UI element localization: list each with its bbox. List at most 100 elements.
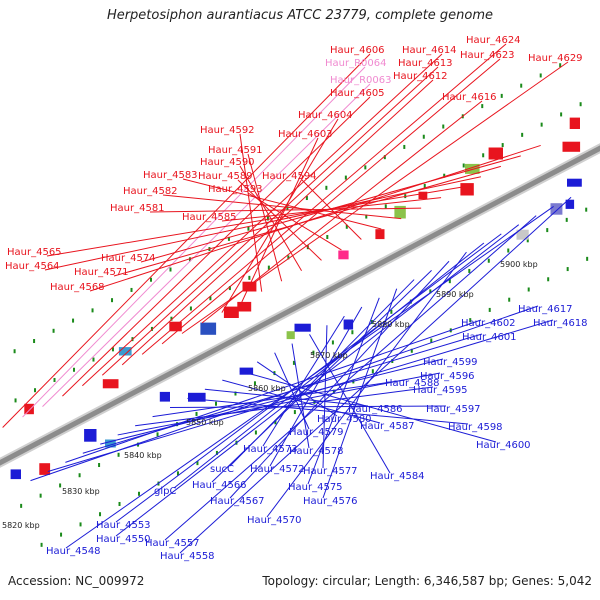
leader-line xyxy=(65,319,482,463)
gene-label: Haur_4585 xyxy=(182,212,237,223)
gene-label: Haur_4576 xyxy=(303,496,358,507)
gene-label: Haur_4571 xyxy=(74,267,129,278)
gene-label: Haur_4605 xyxy=(330,88,385,99)
tick-mark xyxy=(468,268,471,273)
leader-line xyxy=(179,196,572,554)
tick-mark xyxy=(579,102,582,107)
leader-line xyxy=(140,155,521,263)
reverse-gene-block xyxy=(188,392,206,402)
leader-line xyxy=(247,192,342,251)
tick-mark xyxy=(365,214,368,219)
reverse-gene-block xyxy=(516,229,529,240)
tick-mark xyxy=(559,63,562,68)
genome-summary: Topology: circular; Length: 6,346,587 bp… xyxy=(262,574,592,588)
gene-label: Haur_4553 xyxy=(96,520,151,531)
reverse-gene-block xyxy=(239,367,254,375)
tick-mark xyxy=(92,357,95,362)
tick-mark xyxy=(429,289,432,294)
tick-mark xyxy=(149,277,152,282)
leader-line xyxy=(266,251,467,518)
tick-mark xyxy=(130,287,133,292)
tick-mark xyxy=(345,224,348,229)
kbp-tick-label: 5830 kbp xyxy=(62,487,100,496)
tick-mark xyxy=(234,391,237,396)
tick-mark xyxy=(39,493,42,498)
gene-label: Haur_4557 xyxy=(145,538,200,549)
forward-leader-lines: Haur_4606 Haur_R0064 Haur_R0063 Haur_4605 Ha… xyxy=(2,35,583,428)
gene-label: Haur_4558 xyxy=(160,551,215,562)
tick-mark xyxy=(364,165,367,170)
gene-label: Haur_4617 xyxy=(518,304,573,315)
gene-label: Haur_4613 xyxy=(398,58,453,69)
gene-label: Haur_4595 xyxy=(413,385,468,396)
leader-line xyxy=(256,361,338,417)
tick-mark xyxy=(462,163,465,168)
kbp-tick-label: 5880 kbp xyxy=(372,320,410,329)
leader-line xyxy=(211,270,432,483)
forward-gene-block xyxy=(338,250,349,260)
gene-label: Haur_4600 xyxy=(476,440,531,451)
tick-mark xyxy=(266,216,269,221)
tick-mark xyxy=(118,501,121,506)
gene-label: Haur_4564 xyxy=(5,261,60,272)
tick-mark xyxy=(331,340,334,345)
tick-mark xyxy=(59,483,62,488)
tick-mark xyxy=(547,277,550,282)
tick-mark xyxy=(326,234,329,239)
tick-mark xyxy=(423,183,426,188)
tick-mark xyxy=(500,93,503,98)
gene-label: Haur_4565 xyxy=(7,247,62,258)
gene-label: Haur_4591 xyxy=(208,145,263,156)
tick-mark xyxy=(565,217,568,222)
gene-label: Haur_4603 xyxy=(278,129,333,140)
leader-line xyxy=(239,370,497,443)
tick-mark xyxy=(170,316,173,321)
tick-mark xyxy=(526,238,529,243)
leader-line xyxy=(239,133,263,292)
gene-label: Haur_4623 xyxy=(460,50,515,61)
gene-label: Haur_4624 xyxy=(466,35,521,46)
gene-label: Haur_4566 xyxy=(192,480,247,491)
leader-line xyxy=(161,58,501,345)
leader-line xyxy=(269,306,363,467)
tick-mark xyxy=(390,309,393,314)
forward-gene-block xyxy=(375,229,385,240)
gene-label: Haur_4612 xyxy=(393,71,448,82)
tick-mark xyxy=(78,473,81,478)
tick-mark xyxy=(384,204,387,209)
gene-label: Haur_4583 xyxy=(143,170,198,181)
reverse-gene-block xyxy=(567,178,582,187)
gene-label: Haur_R0063 xyxy=(330,75,392,86)
leader-line xyxy=(182,178,382,230)
gene-label: Haur_4588 xyxy=(385,378,440,389)
forward-gene-block xyxy=(460,183,474,196)
gene-label: Haur_4581 xyxy=(110,203,165,214)
tick-mark xyxy=(585,207,588,212)
tick-mark xyxy=(274,420,277,425)
tick-mark xyxy=(13,349,16,354)
gene-label: sucC xyxy=(210,464,234,475)
gene-label: Haur_4579 xyxy=(289,427,344,438)
leader-line xyxy=(201,100,483,324)
gene-label: Haur_4602 xyxy=(461,318,516,329)
forward-gene-block xyxy=(569,117,580,129)
tick-mark xyxy=(332,389,335,394)
leader-line xyxy=(221,118,339,313)
leader-line xyxy=(65,206,554,549)
tick-mark xyxy=(169,267,172,272)
kbp-tick-label: 5850 kbp xyxy=(186,418,224,427)
tick-mark xyxy=(60,532,63,537)
gene-label: Haur_4584 xyxy=(370,471,425,482)
kbp-tick-label: 5860 kbp xyxy=(248,384,286,393)
tick-mark xyxy=(214,401,217,406)
tick-mark xyxy=(586,256,589,261)
tick-mark xyxy=(111,298,114,303)
tick-mark xyxy=(227,236,230,241)
tick-mark xyxy=(481,104,484,109)
tick-labels: 5820 kbp 5830 kbp 5840 kbp 5850 kbp 5860 kbp… xyxy=(2,260,538,530)
tick-mark xyxy=(410,348,413,353)
tick-mark xyxy=(383,155,386,160)
reverse-gene-block xyxy=(343,319,354,330)
tick-mark xyxy=(195,411,198,416)
tick-mark xyxy=(520,83,523,88)
